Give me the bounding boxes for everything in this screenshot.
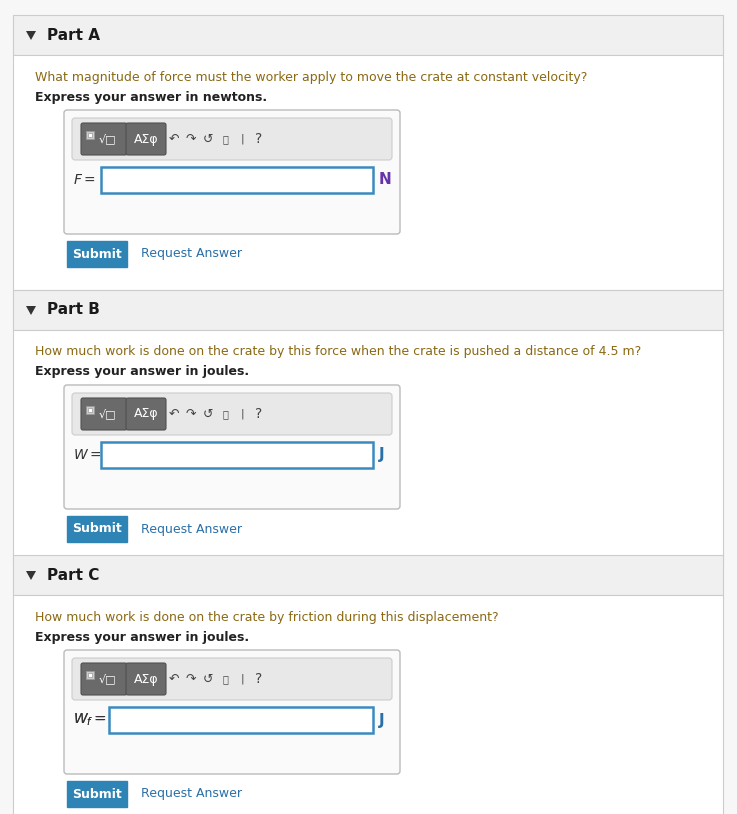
FancyBboxPatch shape — [126, 398, 166, 430]
Text: Express your answer in joules.: Express your answer in joules. — [35, 631, 249, 644]
FancyBboxPatch shape — [64, 110, 400, 234]
Text: ↷: ↷ — [186, 408, 196, 421]
Text: Request Answer: Request Answer — [141, 523, 242, 536]
Text: Express your answer in joules.: Express your answer in joules. — [35, 365, 249, 379]
Polygon shape — [26, 306, 36, 315]
FancyBboxPatch shape — [72, 393, 392, 435]
Text: √□: √□ — [98, 133, 116, 144]
Text: ↶: ↶ — [169, 408, 179, 421]
Bar — [86, 671, 94, 679]
FancyBboxPatch shape — [72, 658, 392, 700]
Text: ?: ? — [256, 132, 262, 146]
Text: ↶: ↶ — [169, 133, 179, 146]
Text: Submit: Submit — [72, 247, 122, 260]
Bar — [13, 290, 723, 330]
Bar — [86, 406, 94, 414]
Text: Part C: Part C — [47, 567, 99, 583]
FancyBboxPatch shape — [81, 398, 127, 430]
Text: How much work is done on the crate by this force when the crate is pushed a dist: How much work is done on the crate by th… — [35, 345, 641, 358]
Text: AΣφ: AΣφ — [133, 133, 158, 146]
Bar — [13, 555, 723, 595]
Text: √□: √□ — [98, 409, 116, 419]
Bar — [67, 241, 127, 267]
Text: |: | — [240, 674, 244, 685]
Text: Request Answer: Request Answer — [141, 247, 242, 260]
Text: AΣφ: AΣφ — [133, 408, 158, 421]
Text: How much work is done on the crate by friction during this displacement?: How much work is done on the crate by fr… — [35, 610, 499, 624]
Text: √□: √□ — [98, 674, 116, 685]
Text: ↺: ↺ — [203, 672, 213, 685]
Text: ?: ? — [256, 672, 262, 686]
Bar — [101, 442, 373, 468]
Text: |: | — [240, 133, 244, 144]
Text: Express your answer in newtons.: Express your answer in newtons. — [35, 90, 267, 103]
Text: ↶: ↶ — [169, 672, 179, 685]
Text: |: | — [240, 409, 244, 419]
Text: ↷: ↷ — [186, 672, 196, 685]
Bar — [67, 516, 127, 542]
Text: $W =$: $W =$ — [73, 448, 102, 462]
FancyBboxPatch shape — [81, 123, 127, 155]
Text: J: J — [379, 448, 385, 462]
Text: Part B: Part B — [47, 303, 100, 317]
FancyBboxPatch shape — [72, 118, 392, 160]
Polygon shape — [26, 31, 36, 40]
Text: Request Answer: Request Answer — [141, 787, 242, 800]
Text: J: J — [379, 712, 385, 728]
Text: $W_f =$: $W_f =$ — [73, 711, 105, 729]
Text: ↷: ↷ — [186, 133, 196, 146]
Text: 🖮: 🖮 — [222, 134, 228, 144]
Bar — [13, 595, 723, 814]
Text: $W_f$ =: $W_f$ = — [73, 711, 107, 729]
Text: What magnitude of force must the worker apply to move the crate at constant velo: What magnitude of force must the worker … — [35, 71, 587, 84]
Text: 🖮: 🖮 — [222, 674, 228, 684]
Bar — [13, 15, 723, 55]
Text: N: N — [379, 173, 392, 187]
Bar — [88, 133, 92, 137]
Text: 🖮: 🖮 — [222, 409, 228, 419]
Text: Part A: Part A — [47, 28, 100, 42]
Text: ?: ? — [256, 407, 262, 421]
Bar — [13, 330, 723, 565]
Bar — [88, 673, 92, 677]
Text: Submit: Submit — [72, 787, 122, 800]
FancyBboxPatch shape — [126, 663, 166, 695]
Bar — [88, 408, 92, 412]
Bar — [101, 167, 373, 193]
Bar — [67, 781, 127, 807]
FancyBboxPatch shape — [126, 123, 166, 155]
Text: $F =$: $F =$ — [73, 173, 96, 187]
FancyBboxPatch shape — [81, 663, 127, 695]
Polygon shape — [26, 571, 36, 580]
FancyBboxPatch shape — [64, 650, 400, 774]
Bar — [86, 131, 94, 139]
Text: Submit: Submit — [72, 523, 122, 536]
FancyBboxPatch shape — [64, 385, 400, 509]
Bar — [13, 55, 723, 290]
Text: ↺: ↺ — [203, 133, 213, 146]
Bar — [109, 707, 373, 733]
Text: AΣφ: AΣφ — [133, 672, 158, 685]
Text: ↺: ↺ — [203, 408, 213, 421]
